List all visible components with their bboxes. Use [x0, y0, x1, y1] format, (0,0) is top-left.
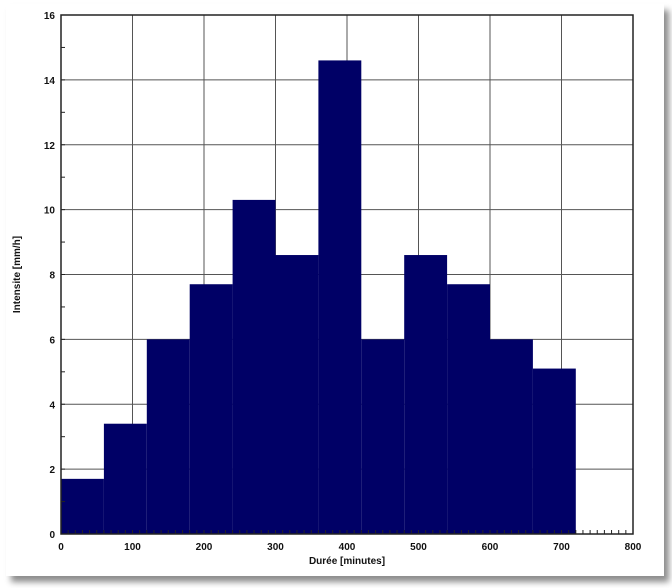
bar-8: [404, 255, 448, 534]
bar-1: [103, 423, 147, 534]
bar-4: [232, 199, 276, 535]
y-tick-labels: 0 2 4 6 8 10 12 14 16: [44, 11, 56, 541]
x-tick-label-8: 800: [625, 542, 642, 553]
y-tick-label-1: 2: [49, 465, 55, 476]
bar-6: [318, 60, 362, 534]
y-tick-label-0: 0: [49, 530, 55, 541]
bar-3: [189, 284, 233, 534]
x-tick-labels: 0 100 200 300 400 500 600 700 800: [58, 542, 642, 553]
y-tick-label-4: 8: [49, 271, 55, 282]
y-tick-label-5: 10: [44, 206, 56, 217]
bar-5: [275, 255, 319, 534]
bar-10: [490, 339, 533, 534]
bar-2: [146, 339, 190, 534]
x-tick-label-2: 200: [196, 542, 213, 553]
x-tick-label-7: 700: [553, 542, 570, 553]
x-axis-title: Durée [minutes]: [309, 556, 385, 567]
x-tick-label-3: 300: [267, 542, 284, 553]
chart-frame: 0 100 200 300 400 500 600 700 800 0 2 4 6 8 10 12 14 16 …: [6, 4, 664, 576]
plot-border: [60, 14, 634, 535]
x-tick-label-4: 400: [339, 542, 356, 553]
y-tick-label-7: 14: [44, 76, 56, 87]
y-axis-title: Intensite [mm/h]: [12, 236, 23, 313]
x-tick-label-5: 500: [410, 542, 427, 553]
y-tick-label-8: 16: [44, 11, 56, 22]
y-tick-label-2: 4: [49, 400, 55, 411]
x-tick-label-0: 0: [58, 542, 64, 553]
y-tick-label-6: 12: [44, 141, 56, 152]
bar-7: [361, 339, 405, 534]
histogram-chart: 0 100 200 300 400 500 600 700 800 0246810121416 …: [12, 11, 642, 567]
y-tick-label-3: 6: [49, 335, 55, 346]
bar-9: [447, 284, 490, 534]
bar-0: [61, 478, 104, 534]
x-tick-label-1: 100: [124, 542, 141, 553]
bars: [61, 60, 576, 535]
bar-11: [532, 368, 576, 534]
x-tick-label-6: 600: [482, 542, 499, 553]
axes: [60, 14, 634, 535]
